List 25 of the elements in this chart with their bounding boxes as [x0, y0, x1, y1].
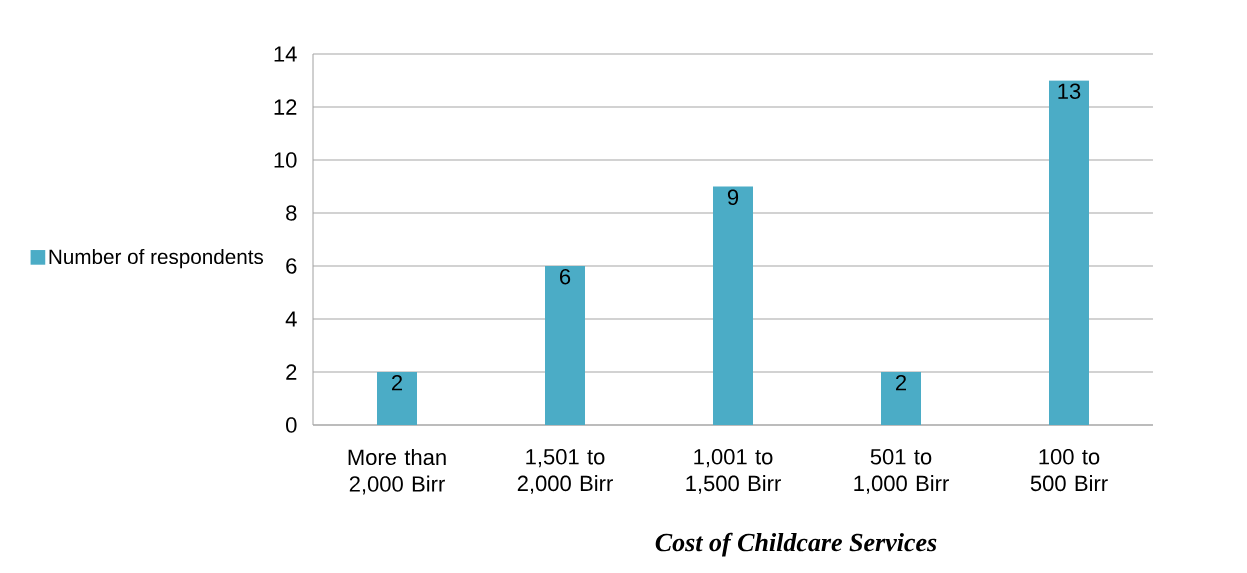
data-label: 9 — [727, 189, 739, 205]
x-tick-label: 1,001 to 1,500 Birr — [686, 448, 781, 494]
y-tick-label: 14 — [274, 46, 297, 62]
data-label: 6 — [559, 268, 571, 285]
bar — [545, 265, 585, 425]
x-tick-label: 501 to 1,000 Birr — [854, 448, 949, 494]
y-tick-label: 12 — [274, 99, 297, 115]
bar — [881, 371, 921, 425]
y-tick-label: 6 — [286, 258, 297, 274]
y-tick-label: 4 — [285, 311, 297, 327]
y-tick-label: 10 — [274, 152, 297, 168]
legend-label: Number of respondents — [49, 248, 264, 269]
bar — [1049, 80, 1089, 425]
data-label: 2 — [391, 374, 403, 391]
x-tick-label: 1,501 to 2,000 Birr — [517, 448, 613, 494]
x-tick-label: More than 2,000 Birr — [348, 448, 446, 495]
x-tick-label: 100 to 500 Birr — [1030, 448, 1108, 492]
data-label: 2 — [895, 374, 907, 391]
y-tick-label: 2 — [286, 364, 297, 380]
y-tick-label: 8 — [286, 205, 297, 221]
x-axis-title: Cost of Childcare Services — [655, 532, 937, 557]
bar — [713, 186, 753, 425]
y-tick-label: 0 — [286, 417, 297, 433]
data-label: 13 — [1058, 83, 1081, 99]
bar — [377, 371, 417, 425]
